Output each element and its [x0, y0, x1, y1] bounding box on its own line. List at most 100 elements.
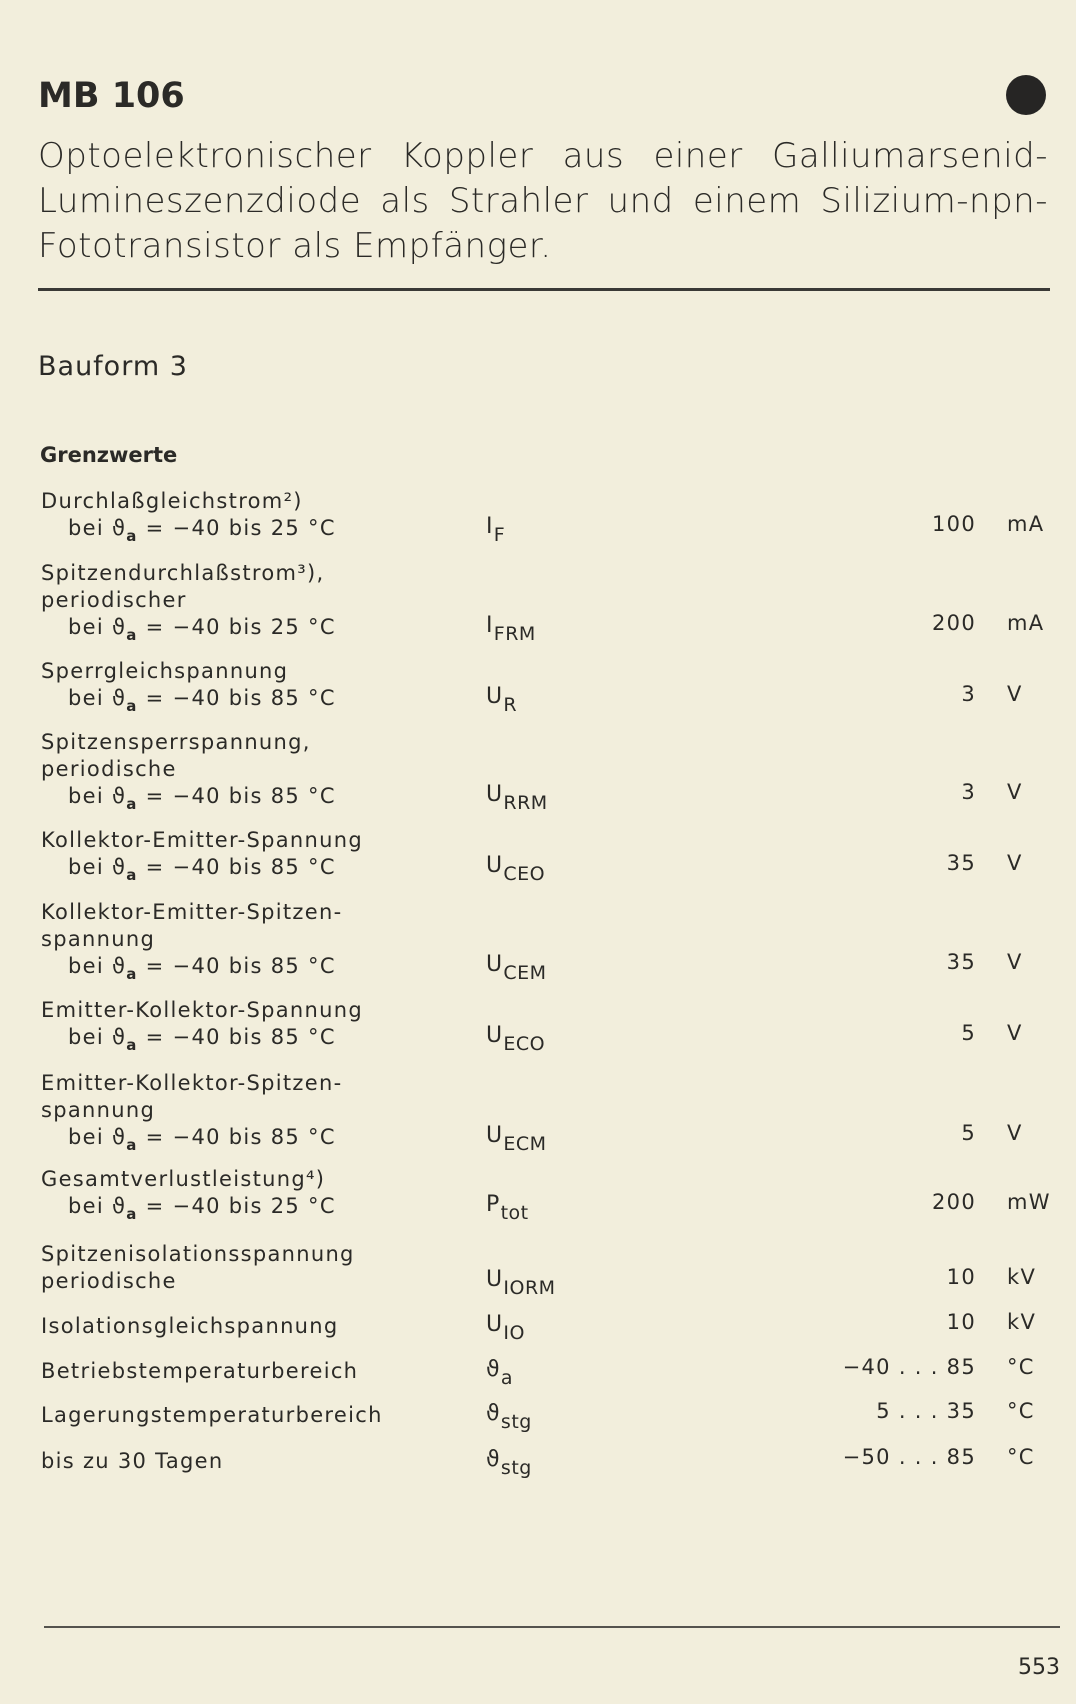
symbol: Ptot	[486, 1192, 529, 1224]
condition-text: bei ϑ	[68, 1194, 127, 1218]
symbol: UECO	[486, 1023, 545, 1055]
condition-subscript: a	[126, 1036, 138, 1054]
condition-text: bei ϑ	[68, 855, 127, 879]
condition-text: bei ϑ	[68, 1025, 127, 1049]
top-divider	[38, 288, 1050, 291]
symbol: ϑstg	[486, 1401, 532, 1433]
symbol-subscript: CEO	[503, 863, 546, 885]
parameter-label: Emitter-Kollektor-Spitzen-	[41, 1071, 343, 1095]
unit: kV	[1007, 1310, 1037, 1334]
symbol-base: I	[486, 613, 494, 638]
condition: bei ϑa = −40 bis 25 °C	[41, 1193, 1076, 1223]
condition-text: bei ϑ	[68, 784, 127, 808]
value: −50 . . . 85	[842, 1445, 976, 1469]
device-description: Optoelektronischer Koppler aus einer Gal…	[38, 136, 1048, 266]
symbol-base: U	[486, 1023, 504, 1048]
unit: V	[1007, 950, 1023, 974]
unit: V	[1007, 851, 1023, 875]
symbol: URRM	[486, 782, 548, 814]
value: 5	[961, 1021, 976, 1045]
symbol-subscript: IO	[503, 1322, 525, 1344]
table-row: Durchlaßgleichstrom²) bei ϑa = −40 bis 25…	[41, 488, 1076, 546]
value: 5	[961, 1121, 976, 1145]
table-row: Isolationsgleichspannung UIO 10 kV	[41, 1310, 1076, 1344]
symbol-subscript: ECM	[503, 1133, 547, 1155]
symbol-base: U	[486, 1123, 504, 1148]
condition-subscript: a	[126, 965, 138, 983]
symbol-base: U	[486, 782, 504, 807]
value: 35	[946, 851, 976, 875]
symbol-base: U	[486, 1267, 504, 1292]
condition-text: = −40 bis 85 °C	[137, 1025, 336, 1049]
condition-subscript: a	[126, 527, 138, 545]
parameter-label: Lagerungstemperaturbereich	[41, 1403, 383, 1427]
unit: mA	[1007, 611, 1045, 635]
condition-text: = −40 bis 25 °C	[137, 615, 336, 639]
condition-subscript: a	[126, 626, 138, 644]
symbol-subscript: stg	[500, 1457, 532, 1479]
symbol-base: P	[486, 1192, 501, 1217]
symbol: UCEO	[486, 853, 545, 885]
symbol: UIO	[486, 1312, 525, 1344]
parameter-label: Betriebstemperaturbereich	[41, 1359, 359, 1383]
parameter-label: Isolationsgleichspannung	[41, 1314, 339, 1338]
condition-text: bei ϑ	[68, 615, 127, 639]
condition-text: bei ϑ	[68, 686, 127, 710]
symbol-base: U	[486, 684, 504, 709]
condition-text: bei ϑ	[68, 1125, 127, 1149]
parameter-label: Durchlaßgleichstrom²)	[41, 489, 303, 513]
condition-text: = −40 bis 85 °C	[137, 784, 336, 808]
unit: °C	[1007, 1399, 1035, 1423]
symbol-subscript: a	[500, 1367, 514, 1389]
symbol-base: I	[486, 514, 494, 539]
symbol: ϑstg	[486, 1447, 532, 1479]
table-row: Betriebstemperaturbereich ϑa −40 . . . 85 °…	[41, 1355, 1076, 1389]
symbol: UCEM	[486, 952, 547, 984]
condition: bei ϑa = −40 bis 85 °C	[41, 854, 1076, 884]
parameter-label: Spitzensperrspannung,	[41, 730, 311, 754]
condition: bei ϑa = −40 bis 85 °C	[41, 953, 1076, 983]
symbol: UR	[486, 684, 517, 716]
unit: kV	[1007, 1265, 1037, 1289]
symbol-base: U	[486, 952, 504, 977]
condition-subscript: a	[126, 697, 138, 715]
condition: bei ϑa = −40 bis 25 °C	[41, 515, 1076, 545]
value: 10	[946, 1310, 976, 1334]
unit: V	[1007, 682, 1023, 706]
symbol-subscript: tot	[500, 1202, 529, 1224]
condition-subscript: a	[126, 1136, 138, 1154]
symbol-base: U	[486, 1312, 504, 1337]
unit: mA	[1007, 512, 1045, 536]
symbol-subscript: ECO	[503, 1033, 546, 1055]
condition-text: = −40 bis 85 °C	[137, 954, 336, 978]
value: 200	[932, 1190, 976, 1214]
symbol: UECM	[486, 1123, 547, 1155]
table-row: Kollektor-Emitter-Spannung bei ϑa = −40 b…	[41, 827, 1076, 885]
symbol-base: ϑ	[486, 1447, 501, 1472]
table-row: Sperrgleichspannung bei ϑa = −40 bis 85 °…	[41, 658, 1076, 716]
unit: V	[1007, 1121, 1023, 1145]
parameter-label: bis zu 30 Tagen	[41, 1449, 224, 1473]
parameter-label: periodische	[41, 757, 177, 781]
parameter-label: Sperrgleichspannung	[41, 659, 289, 683]
symbol-subscript: R	[503, 694, 518, 716]
parameter-label: Gesamtverlustleistung⁴)	[41, 1167, 326, 1191]
parameter-label: Spitzendurchlaßstrom³),	[41, 561, 325, 585]
condition: bei ϑa = −40 bis 25 °C	[41, 614, 1076, 644]
condition-text: bei ϑ	[68, 516, 127, 540]
bottom-divider	[44, 1626, 1060, 1628]
table-row: Spitzendurchlaßstrom³), periodischer bei ϑ…	[41, 560, 1076, 645]
table-row: Lagerungstemperaturbereich ϑstg 5 . . . 35…	[41, 1399, 1076, 1433]
symbol-subscript: IORM	[503, 1277, 556, 1299]
parameter-label: spannung	[41, 927, 156, 951]
unit: °C	[1007, 1355, 1035, 1379]
value: −40 . . . 85	[842, 1355, 976, 1379]
value: 100	[932, 512, 976, 536]
condition-text: = −40 bis 25 °C	[137, 516, 336, 540]
symbol: UIORM	[486, 1267, 556, 1299]
parameter-label: Kollektor-Emitter-Spitzen-	[41, 900, 343, 924]
parameter-label: periodische	[41, 1269, 177, 1293]
condition: bei ϑa = −40 bis 85 °C	[41, 1024, 1076, 1054]
value: 3	[961, 682, 976, 706]
parameter-label: Kollektor-Emitter-Spannung	[41, 828, 363, 852]
